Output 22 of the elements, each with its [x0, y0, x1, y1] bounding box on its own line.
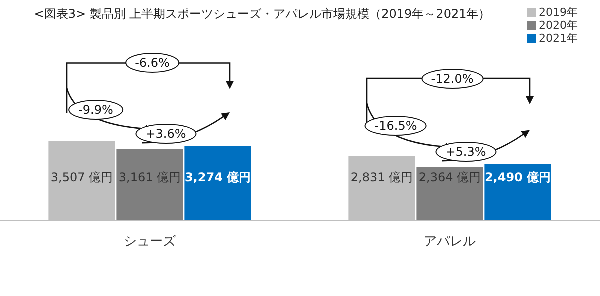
legend-label: 2020年 — [539, 18, 578, 33]
data-label: 2,364 億円 — [418, 170, 482, 185]
legend-label: 2021年 — [539, 31, 578, 46]
bar — [184, 146, 252, 220]
bar — [416, 167, 484, 220]
text: -6.6% — [125, 53, 180, 74]
data-label: 2,831 億円 — [350, 170, 414, 185]
data-label: 2,490 億円 — [484, 170, 552, 185]
text: -12.0% — [421, 68, 484, 89]
annotation: +5.3% — [436, 142, 496, 162]
text: +3.6% — [136, 124, 196, 144]
text: -9.9% — [68, 100, 124, 120]
bar — [116, 149, 184, 220]
text: -16.5% — [364, 116, 428, 136]
data-label: 3,161 億円 — [118, 170, 182, 185]
legend-label: 2019年 — [539, 5, 578, 20]
data-label: 3,507 億円 — [50, 170, 114, 185]
data-label: 3,274 億円 — [184, 170, 252, 185]
chart-title: <図表3> 製品別 上半期スポーツシューズ・アパレル市場規模（2019年～2021年） — [33, 6, 492, 23]
x-tick-label: シューズ — [124, 234, 177, 250]
x-tick-label: アパレル — [424, 234, 476, 250]
bar — [484, 164, 552, 220]
